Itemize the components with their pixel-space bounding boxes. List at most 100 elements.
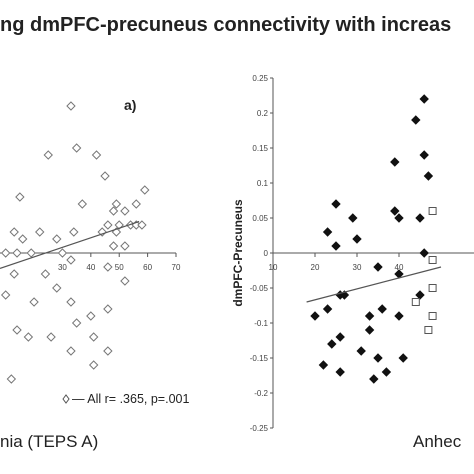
left-x-ticks: 30 40 50 60 70 bbox=[58, 253, 181, 272]
right-data-point-square bbox=[428, 256, 437, 264]
left-data-point bbox=[103, 220, 113, 230]
right-data-point-square bbox=[428, 284, 437, 292]
right-y-tick-label: 0.05 bbox=[252, 214, 268, 223]
right-data-point-diamond bbox=[419, 150, 429, 160]
left-data-point bbox=[91, 150, 102, 160]
right-data-point-diamond bbox=[335, 367, 345, 377]
right-y-tick-label: 0.1 bbox=[257, 179, 269, 188]
left-data-point bbox=[88, 332, 99, 342]
right-data-point-diamond bbox=[415, 213, 425, 223]
right-data-point-diamond bbox=[364, 325, 375, 335]
right-data-point-diamond bbox=[318, 360, 329, 370]
right-data-point-diamond bbox=[423, 171, 434, 181]
right-data-point-square bbox=[411, 298, 420, 306]
left-data-point bbox=[71, 318, 82, 328]
left-x-tick-label: 70 bbox=[172, 263, 181, 272]
right-y-tick-label: -0.2 bbox=[254, 389, 268, 398]
right-points bbox=[310, 94, 437, 384]
left-data-point bbox=[46, 332, 56, 342]
left-x-tick-label: 40 bbox=[86, 263, 95, 272]
left-data-point bbox=[66, 101, 76, 111]
left-data-point bbox=[120, 276, 130, 286]
right-data-point-diamond bbox=[381, 367, 392, 377]
left-data-point bbox=[137, 220, 147, 230]
right-data-point-diamond bbox=[390, 157, 400, 167]
left-data-point bbox=[6, 374, 17, 384]
left-data-point bbox=[103, 262, 113, 272]
right-y-axis-label: dmPFC-Precuneus bbox=[231, 199, 245, 307]
left-legend-text: — All r= .365, p=.001 bbox=[72, 392, 189, 406]
right-x-tick-label: 20 bbox=[311, 263, 320, 272]
left-data-point bbox=[120, 206, 130, 216]
left-data-point bbox=[66, 297, 76, 307]
left-data-point bbox=[66, 255, 76, 265]
right-data-point-diamond bbox=[373, 262, 383, 272]
right-data-point-diamond bbox=[394, 311, 404, 321]
left-x-tick-label: 50 bbox=[115, 263, 124, 272]
left-data-point bbox=[9, 227, 19, 237]
right-data-point-diamond bbox=[310, 311, 320, 321]
left-data-point bbox=[77, 199, 88, 209]
right-y-ticks: 0.25 0.2 0.15 0.1 0.05 0 -0.05 -0.1 -0.15 -0.2 -0.… bbox=[250, 74, 273, 433]
left-data-point bbox=[66, 346, 76, 356]
right-x-axis-label: Anhec bbox=[413, 432, 462, 451]
right-y-tick-label: -0.05 bbox=[250, 284, 269, 293]
left-data-point bbox=[18, 234, 28, 244]
right-data-point-diamond bbox=[398, 353, 408, 363]
right-data-point-diamond bbox=[364, 311, 375, 321]
left-data-point bbox=[26, 248, 36, 258]
left-data-point bbox=[103, 304, 113, 314]
left-data-point bbox=[12, 248, 22, 258]
left-data-point bbox=[52, 234, 62, 244]
left-data-point bbox=[111, 199, 122, 209]
right-data-point-diamond bbox=[419, 248, 429, 258]
left-scatter-panel: 30 40 50 60 70 a) — All r= .365, p=.001 nia … bbox=[0, 97, 189, 451]
right-y-tick-label: -0.15 bbox=[250, 354, 269, 363]
right-x-ticks: 10 20 30 40 bbox=[269, 253, 404, 272]
right-x-tick-label: 10 bbox=[269, 263, 278, 272]
left-data-point bbox=[0, 248, 11, 258]
left-data-point bbox=[108, 241, 119, 251]
right-data-point-diamond bbox=[415, 290, 425, 300]
left-data-point bbox=[57, 248, 68, 258]
right-data-point-diamond bbox=[322, 227, 333, 237]
right-y-tick-label: 0.15 bbox=[252, 144, 268, 153]
left-data-point bbox=[40, 269, 51, 279]
left-data-point bbox=[131, 199, 141, 209]
right-data-point-diamond bbox=[331, 241, 341, 251]
left-data-point bbox=[108, 206, 119, 216]
figure-title: ng dmPFC-precuneus connectivity with inc… bbox=[0, 14, 452, 36]
left-data-point bbox=[114, 220, 124, 230]
right-data-point-square bbox=[428, 312, 437, 320]
right-fit-line bbox=[306, 266, 442, 303]
right-data-point-diamond bbox=[377, 304, 387, 314]
left-data-point bbox=[52, 283, 62, 293]
right-data-point-diamond bbox=[327, 339, 337, 349]
right-data-point-square bbox=[424, 326, 433, 334]
right-data-point-diamond bbox=[390, 206, 400, 216]
left-x-tick-label: 30 bbox=[58, 263, 67, 272]
left-legend: — All r= .365, p=.001 bbox=[62, 392, 189, 406]
left-data-point bbox=[103, 346, 113, 356]
left-data-point bbox=[88, 360, 99, 370]
left-data-point bbox=[29, 297, 39, 307]
right-data-point-diamond bbox=[331, 199, 341, 209]
left-data-point bbox=[43, 150, 53, 160]
right-data-point-diamond bbox=[419, 94, 429, 104]
right-data-point-diamond bbox=[335, 332, 345, 342]
left-data-point bbox=[0, 290, 11, 300]
left-fit-line bbox=[0, 220, 140, 269]
right-data-point-diamond bbox=[322, 304, 333, 314]
right-data-point-diamond bbox=[348, 213, 358, 223]
right-y-tick-label: -0.1 bbox=[254, 319, 268, 328]
left-data-point bbox=[12, 325, 22, 335]
left-points bbox=[0, 101, 150, 384]
left-x-tick-label: 60 bbox=[143, 263, 152, 272]
left-data-point bbox=[35, 227, 45, 237]
right-data-point-diamond bbox=[352, 234, 362, 244]
right-y-tick-label: 0.25 bbox=[252, 74, 268, 83]
left-data-point bbox=[23, 332, 34, 342]
left-data-point bbox=[71, 143, 82, 153]
right-data-point-diamond bbox=[394, 213, 404, 223]
